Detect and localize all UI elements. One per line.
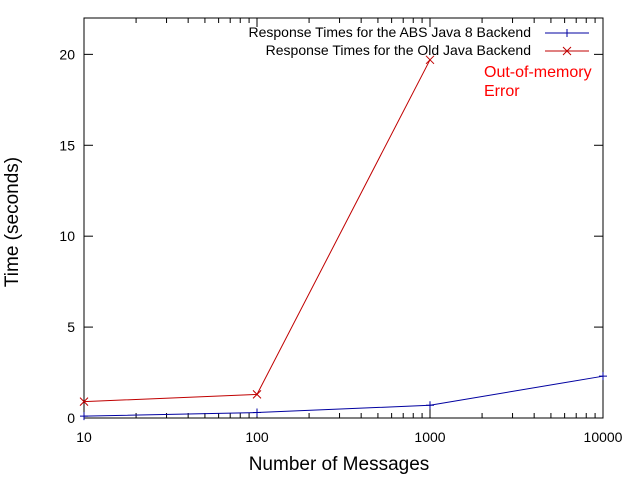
y-tick-label: 20	[59, 46, 75, 62]
data-point-abs	[253, 408, 261, 417]
y-axis-title: Time (seconds)	[2, 157, 23, 287]
series-line-abs	[83, 375, 604, 417]
annotation-line-1: Out-of-memory	[484, 64, 592, 81]
y-tick-label: 15	[59, 137, 75, 153]
data-point-abs	[426, 401, 434, 410]
legend-marker	[562, 46, 572, 56]
x-axis: 10 100 1000 10000	[76, 18, 623, 445]
series-line-old	[83, 59, 431, 403]
plot-frame	[83, 17, 604, 419]
x-axis-title: Number of Messages	[249, 454, 430, 475]
data-point-abs	[80, 412, 88, 421]
x-tick-label: 100	[245, 429, 269, 445]
data-point-abs	[599, 372, 607, 381]
y-axis: 0 5 10 15 20	[59, 46, 603, 426]
legend-label-abs: Response Times for the ABS Java 8 Backen…	[249, 24, 532, 40]
x-tick-label: 1000	[414, 429, 445, 445]
legend-marker	[563, 29, 571, 37]
x-tick-label: 10	[76, 429, 92, 445]
y-tick-label: 0	[67, 410, 75, 426]
x-tick-label: 10000	[584, 429, 623, 445]
data-point-old	[425, 55, 435, 65]
y-tick-label: 5	[67, 319, 75, 335]
legend-label-old: Response Times for the Old Java Backend	[266, 42, 531, 58]
y-tick-label: 10	[59, 228, 75, 244]
data-point-old	[252, 390, 262, 399]
data-point-old	[79, 397, 89, 406]
legend: Response Times for the ABS Java 8 Backen…	[249, 24, 589, 58]
series-layer	[79, 55, 607, 421]
annotation-line-2: Error	[484, 83, 520, 100]
